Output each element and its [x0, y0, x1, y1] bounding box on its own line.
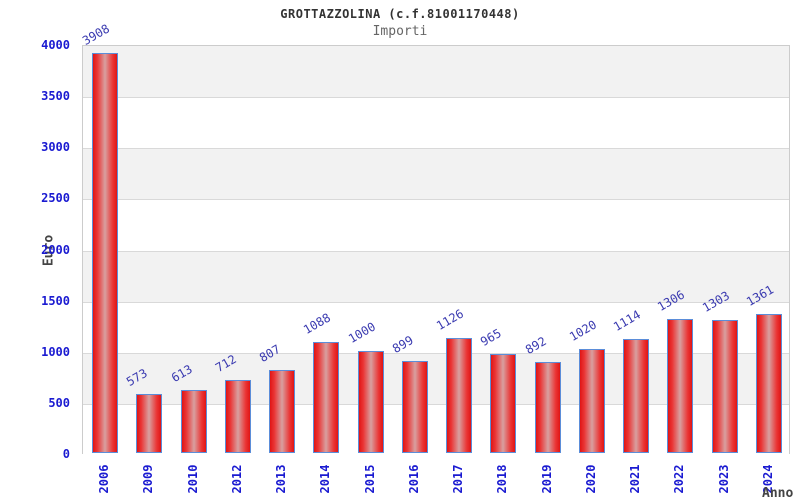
plot-band [83, 46, 789, 98]
plot-area: 3908 573 613 712 807 1088 1000 899 1126 965 892 102… [80, 22, 790, 455]
bar-2017 [446, 337, 473, 453]
x-tick-label-2021: 2021 [628, 464, 643, 494]
y-tick-label: 1000 [41, 344, 70, 359]
gridline [83, 148, 789, 150]
y-tick-label: 2000 [41, 242, 70, 257]
y-tick-label: 0 [62, 447, 70, 461]
x-tick-label-2022: 2022 [672, 464, 687, 494]
gridline [83, 97, 789, 99]
x-tick-label-2018: 2018 [495, 464, 510, 494]
x-tick-label-2019: 2019 [539, 464, 554, 494]
plot-band [83, 97, 789, 149]
x-tick-label-2010: 2010 [185, 464, 200, 494]
gridline [83, 403, 789, 405]
y-tick-label: 3500 [41, 89, 70, 104]
gridline [83, 250, 789, 252]
gridline [83, 199, 789, 201]
chart-subtitle: Importi [372, 24, 428, 39]
gridline [83, 301, 789, 303]
bar-2024 [755, 313, 782, 453]
x-tick-label-2017: 2017 [451, 464, 466, 494]
bar-2020 [578, 348, 605, 453]
chart-title: GROTTAZZOLINA (c.f.81001170448) [280, 7, 520, 21]
bar-2019 [534, 361, 561, 453]
bar-2015 [357, 350, 384, 453]
x-tick-label-2015: 2015 [362, 464, 377, 494]
gridline [83, 352, 789, 354]
x-tick-label-2020: 2020 [583, 464, 598, 494]
y-tick-label: 4000 [41, 38, 70, 52]
y-tick-label: 500 [48, 395, 70, 410]
bar-2023 [711, 319, 738, 453]
x-tick-label-2006: 2006 [97, 464, 112, 494]
bar-2012 [224, 380, 251, 453]
plot-band [83, 199, 789, 251]
bar-2013 [269, 370, 296, 453]
x-tick-label-2012: 2012 [229, 464, 244, 494]
plot-band [83, 250, 789, 302]
plot-band [83, 148, 789, 200]
bar-2006 [92, 53, 119, 453]
x-tick-label-2013: 2013 [274, 464, 289, 494]
bar-2009 [136, 394, 163, 453]
bar-2016 [401, 361, 428, 453]
x-tick-label-2014: 2014 [318, 464, 333, 494]
x-tick-label-2016: 2016 [406, 464, 421, 494]
bar-2010 [180, 390, 207, 453]
y-tick-label: 2500 [41, 191, 70, 206]
y-tick-label: 1500 [41, 293, 70, 308]
y-tick-label: 3000 [41, 140, 70, 155]
bar-2022 [667, 319, 694, 453]
x-axis-title: Anno [762, 486, 794, 500]
x-tick-label-2023: 2023 [716, 464, 731, 494]
x-tick-label-2009: 2009 [141, 464, 156, 494]
bar-2021 [623, 339, 650, 453]
bar-2018 [490, 354, 517, 453]
bar-2014 [313, 341, 340, 453]
